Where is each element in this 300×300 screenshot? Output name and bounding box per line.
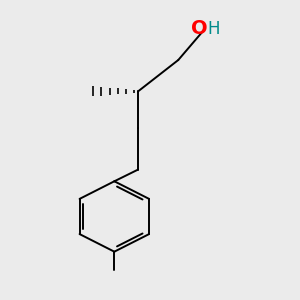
Text: O: O	[191, 19, 207, 38]
Text: H: H	[208, 20, 220, 38]
